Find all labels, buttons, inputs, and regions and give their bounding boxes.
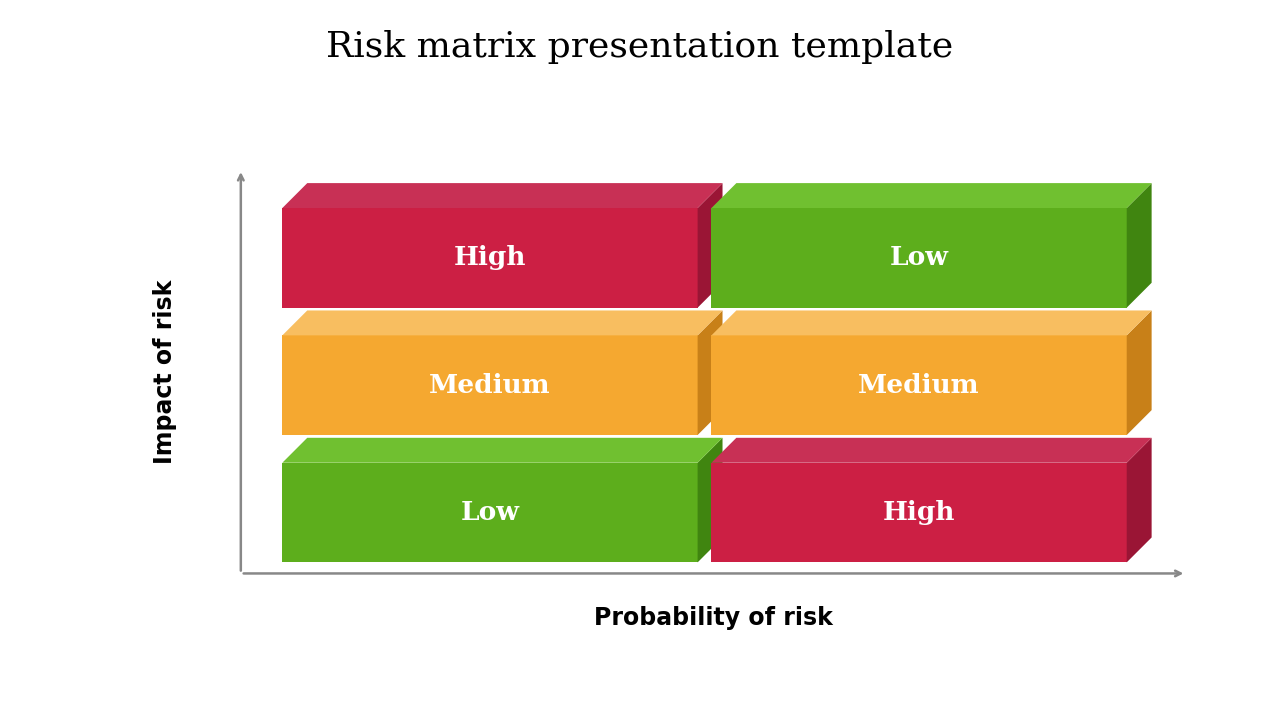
Text: Low: Low [890, 246, 948, 270]
Polygon shape [712, 183, 1152, 208]
Polygon shape [712, 463, 1126, 562]
Polygon shape [712, 310, 1152, 336]
Text: Low: Low [461, 500, 520, 525]
Text: Probability of risk: Probability of risk [594, 606, 833, 630]
Polygon shape [1126, 183, 1152, 307]
Polygon shape [712, 438, 1152, 463]
Polygon shape [283, 208, 698, 307]
Polygon shape [283, 310, 722, 336]
Polygon shape [283, 336, 698, 435]
Polygon shape [698, 183, 722, 307]
Polygon shape [283, 438, 722, 463]
Text: High: High [453, 246, 526, 270]
Polygon shape [712, 336, 1126, 435]
Text: Medium: Medium [859, 373, 980, 397]
Polygon shape [1126, 310, 1152, 435]
Text: Risk matrix presentation template: Risk matrix presentation template [326, 30, 954, 64]
Polygon shape [698, 310, 722, 435]
Text: Impact of risk: Impact of risk [152, 279, 177, 464]
Polygon shape [698, 438, 722, 562]
Text: Medium: Medium [429, 373, 550, 397]
Polygon shape [712, 208, 1126, 307]
Text: High: High [883, 500, 955, 525]
Polygon shape [1126, 438, 1152, 562]
Polygon shape [283, 463, 698, 562]
Polygon shape [283, 183, 722, 208]
